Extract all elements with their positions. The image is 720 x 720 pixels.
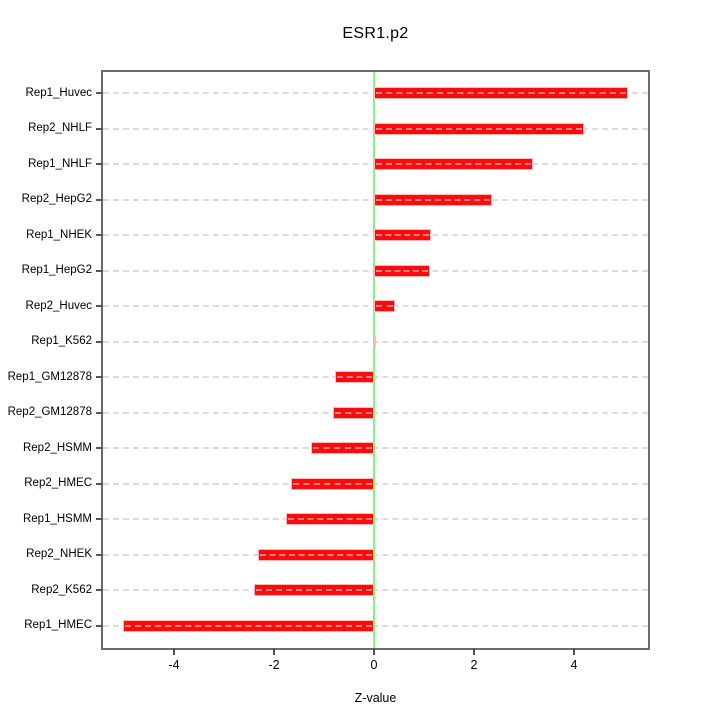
bar-rep2-hsmm — [311, 442, 374, 454]
bar-hatch — [376, 198, 490, 201]
bar-rep1-nhlf — [374, 158, 533, 170]
y-axis-label: Rep1_Huvec — [25, 86, 92, 99]
x-axis-tick — [373, 648, 375, 655]
y-axis-label: Rep1_HMEC — [24, 619, 92, 631]
y-axis-tick — [96, 376, 103, 378]
bar-rep2-nhek — [257, 548, 374, 561]
bar-rep1-hmec — [122, 619, 374, 632]
y-axis-label: Rep1_NHEK — [26, 228, 92, 241]
y-axis-tick — [96, 305, 103, 307]
bar-hatch — [124, 624, 372, 627]
gridline — [103, 624, 648, 627]
y-axis-label: Rep2_HSMM — [22, 441, 92, 454]
y-axis-tick — [96, 518, 103, 520]
bar-rep1-huvec — [374, 87, 628, 99]
bar-hatch — [376, 234, 429, 236]
y-axis-label: Rep2_HepG2 — [21, 193, 92, 205]
bar-rep2-huvec — [374, 300, 395, 312]
bar-rep2-gm12878 — [332, 406, 374, 419]
zero-line-layer — [103, 72, 648, 648]
bar-hatch — [376, 163, 531, 165]
y-axis-tick — [96, 163, 103, 165]
gridline — [103, 411, 648, 414]
gridline — [103, 447, 648, 449]
x-axis-tick-label: -2 — [268, 658, 280, 672]
y-axis-label: Rep2_HMEC — [24, 477, 92, 489]
bar-rep1-gm12878 — [334, 371, 374, 383]
bar-rep2-hepg2 — [374, 193, 492, 206]
y-axis-label: Rep2_Huvec — [25, 299, 92, 312]
bar-hatch — [313, 447, 372, 449]
y-axis-tick — [96, 589, 103, 591]
y-axis-tick — [96, 127, 103, 130]
chart-title: ESR1.p2 — [342, 25, 409, 42]
y-axis-label: Rep1_HepG2 — [21, 264, 92, 276]
y-axis-label: Rep2_GM12878 — [7, 406, 92, 418]
x-axis-tick-label: 4 — [570, 658, 578, 672]
x-axis-tick — [573, 648, 575, 655]
bar-hatch — [376, 127, 582, 130]
bars-layer — [103, 72, 648, 648]
y-axis-tick — [96, 340, 103, 343]
bar-hatch — [334, 411, 372, 414]
y-axis-tick — [96, 92, 103, 94]
x-axis-tick — [173, 648, 175, 655]
bar-hatch — [288, 518, 372, 520]
x-axis-tick-label: -4 — [168, 658, 180, 672]
y-axis-tick — [96, 447, 103, 449]
x-axis-tick — [273, 648, 275, 655]
bar-rep2-k562 — [253, 584, 374, 596]
y-axis-tick — [96, 482, 103, 485]
y-axis-label: Rep1_HSMM — [22, 512, 92, 525]
gridline — [103, 589, 648, 591]
bar-hatch — [255, 589, 372, 591]
y-axis-tick — [96, 624, 103, 627]
bar-rep2-nhlf — [374, 122, 584, 135]
gridline — [103, 553, 648, 556]
bar-hatch — [336, 376, 372, 378]
gridline — [103, 518, 648, 520]
y-axis-tick — [96, 411, 103, 414]
bar-rep1-hsmm — [286, 513, 374, 525]
x-axis-tick-label: 2 — [470, 658, 478, 672]
bar-hatch — [376, 269, 428, 272]
gridline — [103, 482, 648, 485]
bar-hatch — [376, 92, 626, 94]
y-axis-tick — [96, 553, 103, 556]
gridline — [103, 376, 648, 378]
y-axis-tick — [96, 269, 103, 272]
zero-reference-line — [373, 72, 375, 648]
y-axis-label: Rep1_NHLF — [28, 157, 92, 170]
bar-rep1-nhek — [374, 229, 431, 241]
x-axis-tick — [473, 648, 475, 655]
x-axis-title: Z-value — [354, 691, 397, 705]
y-axis-label: Rep1_GM12878 — [7, 370, 92, 383]
bar-rep1-k562 — [374, 335, 376, 348]
bar-rep2-hmec — [291, 477, 374, 490]
bar-hatch — [293, 482, 372, 485]
y-axis-tick — [96, 198, 103, 201]
bar-rep1-hepg2 — [374, 264, 430, 277]
y-axis-label: Rep2_NHLF — [28, 122, 92, 134]
y-axis-label: Rep2_K562 — [31, 583, 92, 596]
bar-hatch — [376, 305, 393, 307]
y-axis-tick — [96, 234, 103, 236]
y-axis-label: Rep2_NHEK — [26, 548, 92, 560]
bar-hatch — [259, 553, 372, 556]
y-axis-label: Rep1_K562 — [31, 335, 92, 347]
x-axis-tick-label: 0 — [370, 658, 378, 672]
